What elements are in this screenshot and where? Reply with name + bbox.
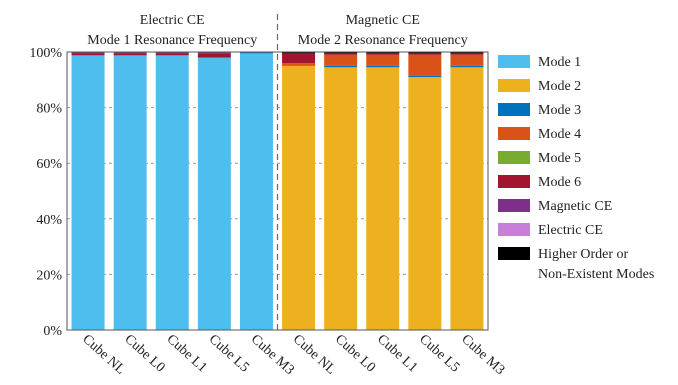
legend-label: Mode 5 (538, 151, 581, 166)
bar-segment-magnetic-ce (197, 52, 231, 54)
bar-segment-mode-2 (282, 65, 316, 331)
legend-label: Electric CE (538, 223, 603, 238)
x-tick-label: Cube L1 (374, 332, 420, 376)
legend-label: Mode 4 (538, 127, 581, 142)
y-tick-label: 60% (36, 157, 62, 172)
x-tick-label: Cube M3 (458, 332, 507, 378)
bar-segment-higher-order-or-non-existent-modes (366, 52, 400, 54)
legend-label: Mode 3 (538, 103, 581, 118)
bar-segment-mode-4 (450, 54, 484, 66)
group-title-line1: Magnetic CE (346, 13, 420, 28)
bar-segment-mode-4 (282, 63, 316, 66)
legend-swatch (498, 55, 530, 68)
legend-label: Mode 6 (538, 175, 581, 190)
group-title-line2: Mode 2 Resonance Frequency (298, 33, 468, 48)
bar-segment-mode-6 (155, 53, 189, 56)
bar-segment-magnetic-ce (155, 52, 189, 54)
bar-segment-mode-6 (197, 53, 231, 58)
legend-label: Magnetic CE (538, 199, 612, 214)
bar-segment-mode-2 (366, 67, 400, 330)
bar-segment-mode-1 (155, 55, 189, 330)
x-tick-label: Cube NL (79, 332, 127, 378)
group-title-line2: Mode 1 Resonance Frequency (87, 33, 257, 48)
bar-segment-mode-6 (324, 53, 358, 55)
legend-swatch (498, 223, 530, 236)
bar-segment-mode-1 (197, 57, 231, 331)
y-tick-label: 100% (29, 46, 62, 61)
legend-swatch (498, 247, 530, 260)
bar-segment-magnetic-ce (113, 52, 147, 54)
bar-segment-mode-6 (71, 53, 105, 56)
bar-segment-mode-6 (408, 53, 442, 55)
bar-segment-mode-3 (408, 75, 442, 78)
legend-label: Mode 2 (538, 79, 581, 94)
bar-segment-mode-1 (113, 55, 147, 330)
x-tick-label: Cube M3 (248, 332, 297, 378)
x-tick-label: Cube L1 (164, 332, 210, 376)
bar-segment-higher-order-or-non-existent-modes (450, 52, 484, 54)
bar-segment-mode-3 (450, 65, 484, 68)
group-title-line1: Electric CE (140, 13, 205, 28)
legend-swatch (498, 175, 530, 188)
bar-segment-higher-order-or-non-existent-modes (324, 52, 358, 54)
bar-segment-mode-6 (450, 53, 484, 55)
bar-segment-mode-2 (324, 67, 358, 330)
bar-segment-magnetic-ce (71, 52, 105, 54)
legend-swatch (498, 127, 530, 140)
bar-segment-mode-3 (366, 65, 400, 68)
bar-segment-mode-6 (366, 53, 400, 55)
legend-label: Non-Existent Modes (538, 267, 654, 282)
legend-label: Mode 1 (538, 55, 581, 70)
bar-segment-higher-order-or-non-existent-modes (282, 52, 316, 54)
x-tick-label: Cube L0 (332, 332, 378, 376)
bar-segment-mode-2 (408, 77, 442, 331)
bar-segment-mode-3 (324, 65, 358, 68)
bar-segment-higher-order-or-non-existent-modes (408, 52, 442, 54)
y-tick-label: 20% (36, 268, 62, 283)
bar-segment-mode-4 (366, 54, 400, 66)
legend-label: Higher Order or (538, 247, 629, 262)
x-tick-label: Cube L0 (121, 332, 167, 376)
y-tick-label: 40% (36, 213, 62, 228)
bar-segment-mode-1 (239, 53, 273, 330)
y-tick-label: 0% (43, 324, 62, 339)
bar-segment-mode-4 (408, 54, 442, 76)
x-tick-label: Cube L5 (206, 332, 252, 376)
y-tick-label: 80% (36, 102, 62, 117)
bar-segment-mode-6 (113, 53, 147, 56)
bar-segment-mode-6 (282, 53, 316, 64)
legend-swatch (498, 103, 530, 116)
bar-segment-mode-3 (239, 52, 273, 54)
legend-swatch (498, 199, 530, 212)
bar-segment-mode-4 (324, 54, 358, 66)
x-tick-label: Cube L5 (416, 332, 462, 376)
bar-segment-mode-2 (450, 67, 484, 330)
legend-swatch (498, 79, 530, 92)
x-tick-label: Cube NL (290, 332, 338, 378)
legend-swatch (498, 151, 530, 164)
bar-segment-mode-1 (71, 55, 105, 330)
